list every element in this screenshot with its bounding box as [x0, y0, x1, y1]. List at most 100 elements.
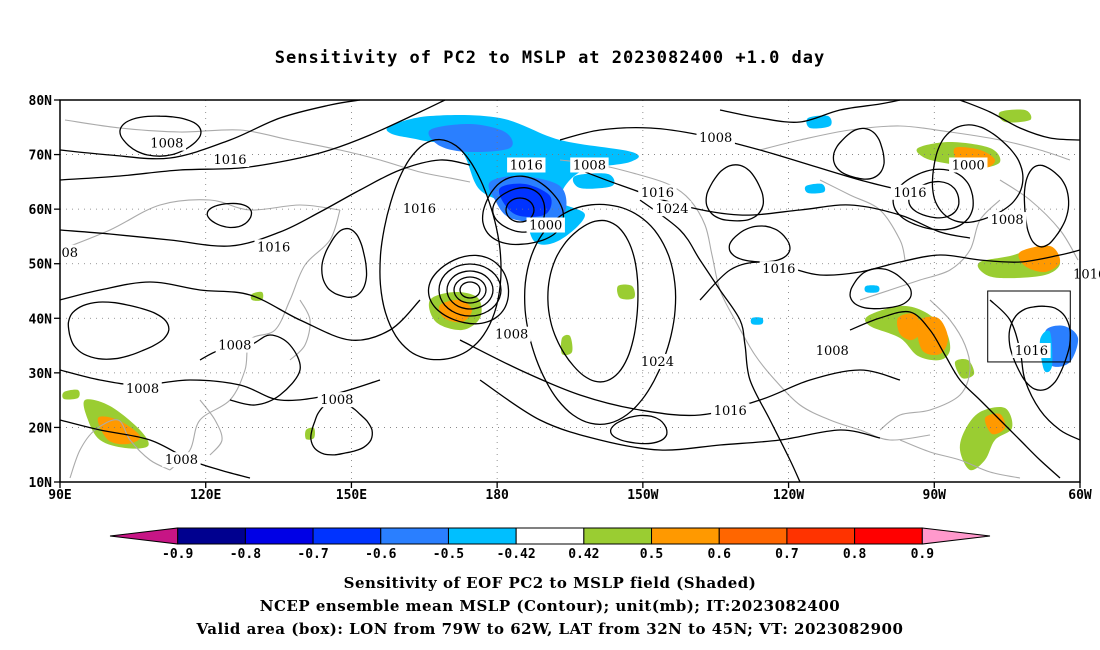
isobar: [579, 169, 971, 239]
coastline: [69, 419, 171, 479]
isobar: [310, 401, 373, 456]
colorbar-label: -0.42: [497, 547, 536, 562]
contour-label-bg: [526, 217, 565, 233]
colorbar-label: -0.6: [365, 547, 396, 562]
lat-tick-label: 20N: [29, 421, 53, 436]
colorbar-cell: [447, 527, 517, 545]
colorbar-label: 0.8: [843, 547, 867, 562]
isobar: [206, 202, 253, 229]
isobar: [547, 219, 639, 383]
isobar: [1023, 164, 1070, 248]
lon-tick-label: 120E: [190, 488, 221, 503]
contour-label-bg: [638, 353, 677, 369]
isobar: [931, 124, 1024, 224]
contour-label: 1024: [641, 355, 674, 370]
colorbar-label: 0.9: [911, 547, 934, 562]
contour-label-bg: [215, 337, 255, 353]
contour-label: 1008: [218, 339, 251, 354]
isobar: [989, 299, 1081, 441]
coastline: [64, 119, 471, 183]
contour-label-bg: [162, 452, 201, 468]
contour-label: 1016: [762, 262, 795, 277]
sensitivity-area: [617, 284, 635, 300]
contour-label: 08: [61, 246, 78, 261]
isobar: [849, 310, 1061, 479]
contour-label-bg: [400, 201, 439, 217]
contour-label: 1016: [510, 158, 543, 173]
map-title: Sensitivity of PC2 to MSLP at 2023082400…: [274, 48, 826, 68]
contour-label-bg: [652, 201, 692, 217]
isobar: [59, 99, 446, 181]
coastline: [559, 159, 931, 441]
colorbar-label: 0.6: [707, 547, 731, 562]
colorbar-cell: [854, 527, 923, 545]
caption-valid-area: Valid area (box): LON from 79W to 62W, L…: [196, 620, 904, 638]
sensitivity-area: [428, 123, 513, 153]
contour-label: 1008: [320, 393, 353, 408]
valid-area-box: [987, 290, 1071, 363]
coastline: [899, 439, 1021, 479]
lon-tick-label: 150W: [627, 488, 658, 503]
colorbar-cell: [380, 527, 449, 545]
coastlines: [59, 119, 1079, 479]
contour-label-bg: [123, 381, 162, 397]
sensitivity-area: [560, 334, 573, 356]
map-frame: [59, 99, 1081, 483]
contour-label: 1016: [893, 186, 926, 201]
sensitivity-area: [498, 183, 552, 217]
sensitivity-area: [305, 427, 315, 440]
colorbar-label: -0.7: [297, 547, 328, 562]
lon-tick-label: 90E: [48, 488, 71, 503]
coastline: [59, 199, 341, 251]
isobar: [481, 175, 565, 246]
isobar: [639, 199, 801, 483]
contour-label: 1016: [1015, 344, 1048, 359]
isobar: [479, 379, 881, 451]
contour-label: 1008: [495, 328, 528, 343]
lon-tick-label: 90W: [923, 488, 947, 503]
colorbar-cell: [177, 527, 246, 545]
contour-label: 1016: [714, 404, 747, 419]
isobar: [908, 180, 960, 219]
colorbar-cell: [312, 527, 382, 545]
isobar: [59, 419, 251, 479]
sensitivity-area: [959, 406, 1013, 471]
contour-label-bg: [59, 244, 81, 260]
colorbar-label: 0.7: [775, 547, 798, 562]
sensitivity-area: [916, 316, 949, 356]
sensitivity-area: [804, 183, 826, 194]
contour-label: 1008: [126, 382, 159, 397]
isobar: [719, 99, 901, 123]
contour-label-bg: [1012, 343, 1051, 359]
colorbar: -0.9 -0.8 -0.7 -0.6 -0.5 -0.42 0.42 0.5 0.6 0.7 0.…: [109, 527, 991, 562]
lon-tick-label: 120W: [773, 488, 804, 503]
isobar: [321, 227, 368, 298]
coastline: [199, 399, 223, 456]
lat-tick-label: 40N: [29, 312, 53, 327]
contour-label: 1016: [403, 202, 436, 217]
isobar: [1008, 305, 1072, 391]
contour-label-bg: [949, 157, 988, 173]
contour-label-bg: [759, 261, 799, 277]
isobar: [959, 99, 1081, 141]
sensitivity-area: [984, 413, 1006, 435]
isobar: [446, 270, 494, 310]
colorbar-high-triangle: [921, 527, 991, 545]
valid-area-rect: [987, 290, 1071, 363]
contour-label: 1008: [699, 131, 732, 146]
contour-labels: 1008 1016 1016 1016 08 1008 1008 1008 1008 1016 10…: [59, 130, 1100, 468]
lat-tick-label: 80N: [29, 94, 53, 109]
isobar: [427, 254, 510, 325]
contour-label-bg: [813, 343, 852, 359]
contour-label: 1000: [952, 158, 985, 173]
isobar: [892, 168, 974, 231]
contour-label-bg: [570, 157, 609, 173]
isobar: [453, 276, 487, 304]
contour-label-bg: [1070, 266, 1100, 282]
isobar: [832, 127, 885, 180]
isobar: [67, 301, 170, 360]
contour-label: 1016: [213, 153, 246, 168]
sensitivity-area: [97, 416, 141, 445]
colorbar-label: 0.42: [568, 547, 599, 562]
